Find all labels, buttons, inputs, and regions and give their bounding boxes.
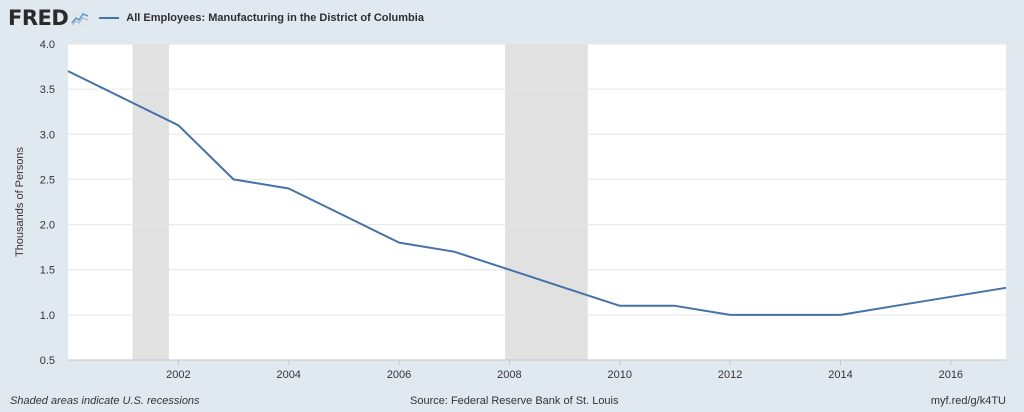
x-tick-label: 2008 bbox=[497, 369, 521, 381]
x-tick-label: 2004 bbox=[276, 369, 300, 381]
y-tick-label: 2.0 bbox=[40, 220, 55, 232]
short-url-link[interactable]: myf.red/g/k4TU bbox=[930, 395, 1006, 407]
recession-band bbox=[132, 44, 169, 360]
legend-label: All Employees: Manufacturing in the Dist… bbox=[126, 12, 424, 24]
y-tick-label: 0.5 bbox=[40, 355, 55, 367]
logo-graph-icon bbox=[71, 10, 90, 26]
recession-band bbox=[504, 44, 588, 360]
x-tick-label: 2002 bbox=[166, 369, 190, 381]
chart-header: FRED All Employees: Manufacturing in the… bbox=[8, 4, 424, 32]
fred-logo[interactable]: FRED bbox=[8, 6, 90, 30]
x-tick-label: 2016 bbox=[939, 369, 963, 381]
x-tick-label: 2006 bbox=[387, 369, 411, 381]
legend-swatch bbox=[99, 17, 120, 19]
legend: All Employees: Manufacturing in the Dist… bbox=[99, 12, 424, 24]
y-tick-label: 1.5 bbox=[40, 265, 55, 277]
y-tick-label: 3.0 bbox=[40, 129, 55, 141]
y-tick-label: 3.5 bbox=[40, 84, 55, 96]
series-line bbox=[67, 70, 1007, 316]
recession-note: Shaded areas indicate U.S. recessions bbox=[10, 395, 200, 407]
x-tick-label: 2012 bbox=[718, 369, 742, 381]
y-tick-label: 2.5 bbox=[40, 174, 55, 186]
logo-text: FRED bbox=[8, 6, 69, 30]
x-tick-label: 2014 bbox=[828, 369, 852, 381]
y-axis: 0.5 1.0 1.5 2.0 2.5 3.0 3.5 4.0 bbox=[40, 39, 55, 367]
y-axis-label: Thousands of Persons bbox=[14, 146, 26, 257]
x-axis: 2002 2004 2006 2008 2010 2012 2014 2016 bbox=[68, 359, 1006, 381]
x-tick-label: 2010 bbox=[608, 369, 632, 381]
source-note: Source: Federal Reserve Bank of St. Loui… bbox=[410, 395, 619, 407]
series-lines bbox=[67, 70, 1007, 316]
y-tick-label: 1.0 bbox=[40, 310, 55, 322]
y-tick-label: 4.0 bbox=[40, 39, 55, 51]
recession-bands bbox=[132, 44, 588, 360]
